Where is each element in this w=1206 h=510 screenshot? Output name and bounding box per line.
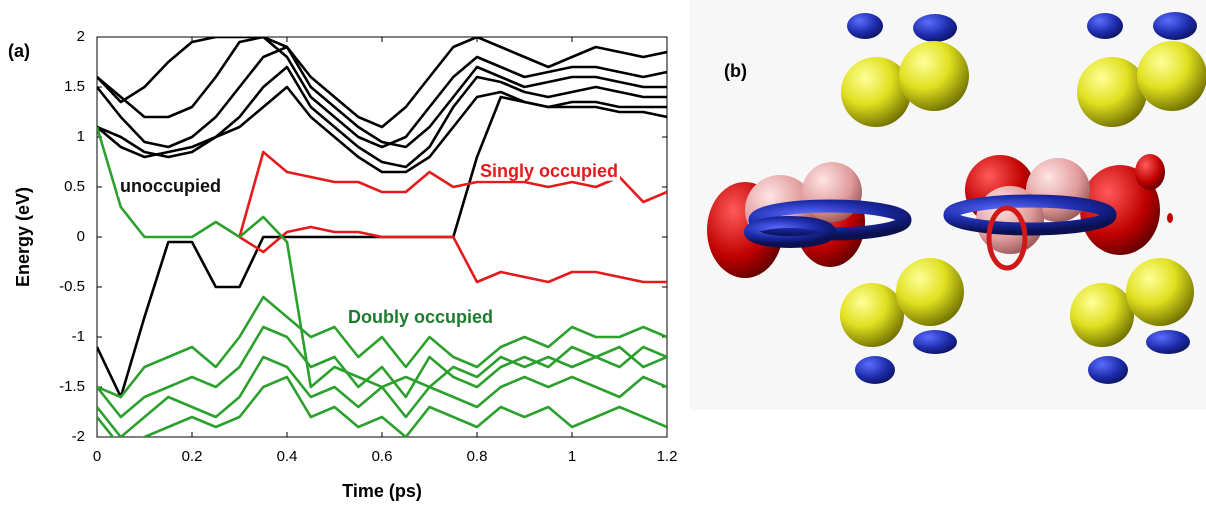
orbital-lobe: [1167, 213, 1173, 223]
panel-label: (b): [724, 61, 747, 81]
orbital-lobe: [1077, 57, 1147, 127]
x-tick-label: 1.2: [657, 448, 678, 465]
orbital-lobe: [913, 14, 957, 42]
y-tick-label: -0.5: [59, 278, 85, 295]
y-tick-label: -1.5: [59, 378, 85, 395]
series-line: [97, 37, 667, 127]
x-tick-label: 0.8: [467, 448, 488, 465]
x-tick-label: 1: [568, 448, 576, 465]
panel-label: (a): [8, 41, 30, 61]
orbital-lobe: [855, 356, 895, 384]
molecule-render: (b): [690, 0, 1206, 410]
series-line: [97, 47, 667, 147]
orbital-lobe: [1153, 12, 1197, 40]
y-tick-label: 1: [77, 128, 85, 145]
y-axis-label: Energy (eV): [13, 187, 33, 287]
y-tick-label: -1: [72, 328, 85, 345]
orbital-lobe: [847, 13, 883, 39]
y-tick-label: 0.5: [64, 178, 85, 195]
x-tick-label: 0.4: [277, 448, 298, 465]
y-tick-label: 2: [77, 28, 85, 45]
orbital-lobe: [1087, 13, 1123, 39]
plot-lines: [97, 37, 667, 447]
orbital-lobe: [1088, 356, 1128, 384]
series-line: [97, 67, 667, 167]
orbital-lobe: [896, 258, 964, 326]
x-axis-label: Time (ps): [342, 481, 422, 501]
orbital-lobe: [899, 41, 969, 111]
orbital-lobe: [840, 283, 904, 347]
orbital-lobe: [1126, 258, 1194, 326]
annotation: unoccupied: [120, 176, 221, 196]
orbital-lobe: [1135, 154, 1165, 190]
x-tick-label: 0.6: [372, 448, 393, 465]
orbital-lobe: [1137, 41, 1206, 111]
series-line: [97, 87, 667, 172]
annotation: Doubly occupied: [348, 307, 493, 327]
figure: (a) Energy (eV) Time (ps) (b) -: [0, 0, 1206, 505]
x-tick-label: 0.2: [182, 448, 203, 465]
x-tick-label: 0: [93, 448, 101, 465]
annotation: Singly occupied: [480, 161, 618, 181]
y-tick-label: -2: [72, 428, 85, 445]
y-tick-label: 1.5: [64, 78, 85, 95]
orbital-lobe: [1146, 330, 1190, 354]
y-tick-label: 0: [77, 228, 85, 245]
orbital-lobe: [913, 330, 957, 354]
orbital-lobe: [1070, 283, 1134, 347]
